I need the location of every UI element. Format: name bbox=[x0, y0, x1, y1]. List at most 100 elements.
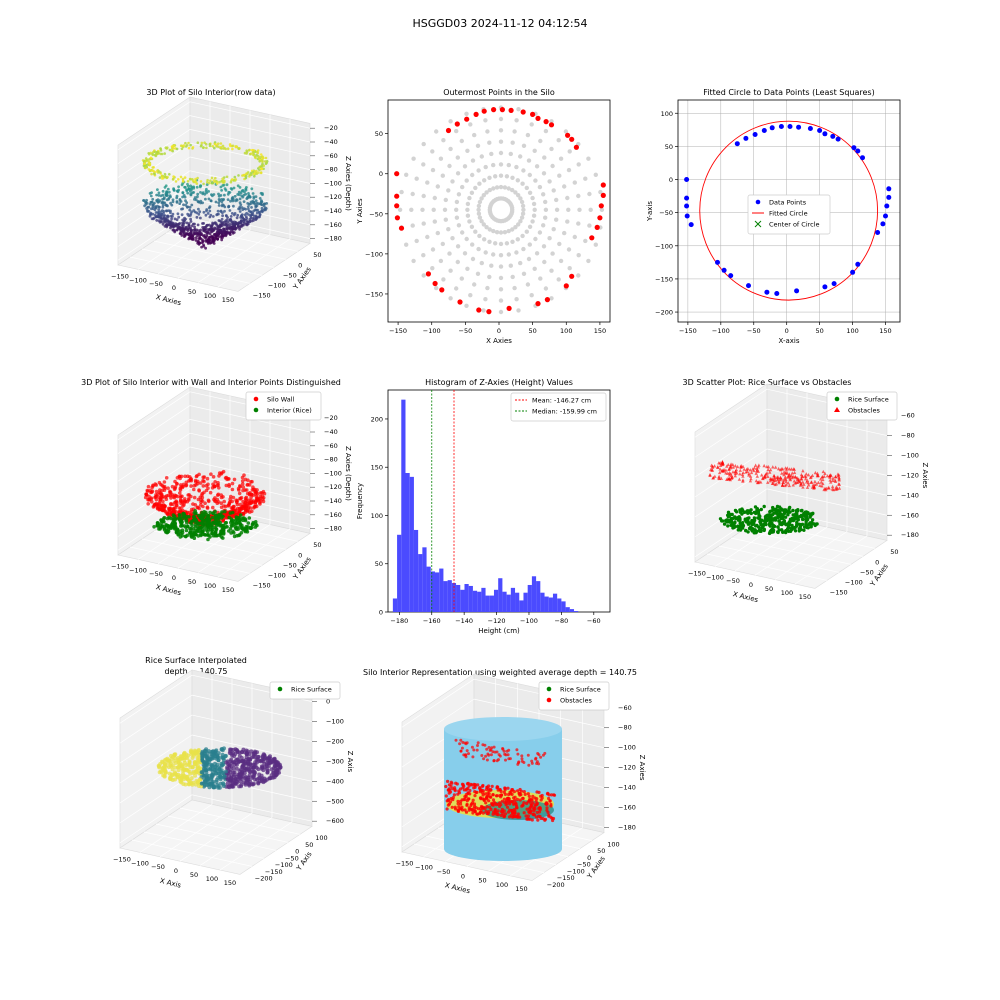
data-point bbox=[822, 284, 828, 290]
outer-point bbox=[491, 107, 497, 113]
rice-point bbox=[793, 525, 797, 530]
data-point bbox=[148, 202, 152, 206]
interior-point bbox=[509, 209, 515, 214]
obstacle-point bbox=[537, 762, 541, 766]
data-point bbox=[216, 209, 220, 213]
data-point bbox=[150, 172, 153, 176]
outer-point bbox=[439, 287, 445, 293]
interior-point bbox=[479, 154, 484, 159]
wall-point bbox=[231, 495, 236, 500]
obstacle-point bbox=[480, 784, 485, 788]
data-point bbox=[252, 153, 255, 157]
obstacle-point bbox=[481, 811, 485, 815]
data-point bbox=[221, 214, 225, 218]
data-point bbox=[233, 225, 236, 229]
fitted-circle bbox=[699, 120, 879, 301]
obstacle-point bbox=[754, 471, 758, 475]
rice-point bbox=[219, 529, 224, 534]
rice-point bbox=[175, 530, 179, 535]
interior-point bbox=[506, 186, 511, 191]
data-point bbox=[260, 210, 264, 214]
interior-point bbox=[491, 228, 496, 234]
wall-point bbox=[192, 483, 197, 488]
data-point bbox=[172, 147, 175, 150]
interior-point bbox=[448, 119, 453, 124]
data-point bbox=[214, 143, 217, 146]
data-point bbox=[232, 204, 235, 208]
interior-point bbox=[470, 242, 475, 247]
rice-point bbox=[253, 525, 258, 529]
surface-point bbox=[265, 768, 270, 773]
data-point bbox=[211, 194, 214, 198]
obstacle-point bbox=[453, 786, 457, 790]
data-point bbox=[220, 224, 224, 228]
outer-point bbox=[481, 108, 487, 114]
data-point bbox=[193, 225, 196, 229]
surface-point bbox=[232, 778, 236, 783]
rice-point bbox=[730, 520, 734, 525]
data-point bbox=[175, 147, 179, 151]
surface-point bbox=[246, 756, 251, 761]
rice-point bbox=[781, 520, 786, 524]
obstacle-point bbox=[752, 468, 756, 473]
obstacle-point bbox=[780, 471, 784, 475]
rice-point bbox=[768, 521, 772, 525]
wall-point bbox=[197, 488, 201, 492]
rice-point bbox=[799, 509, 804, 513]
legend-label: Rice Surface bbox=[291, 686, 332, 694]
interior-point bbox=[460, 184, 465, 190]
data-point bbox=[185, 232, 189, 235]
wall-point bbox=[205, 476, 210, 481]
x-tick-label: 0 bbox=[749, 581, 753, 589]
wall-grid-line bbox=[119, 794, 193, 844]
obstacle-point bbox=[500, 809, 505, 813]
obstacle-point bbox=[721, 462, 725, 466]
obstacle-point bbox=[545, 806, 549, 810]
data-point bbox=[213, 180, 217, 183]
wall-point bbox=[246, 478, 250, 482]
interior-point bbox=[547, 179, 552, 184]
data-point bbox=[209, 179, 212, 182]
data-point bbox=[157, 194, 161, 197]
obstacle-point bbox=[776, 466, 781, 471]
legend-box bbox=[510, 392, 607, 422]
wall-point bbox=[237, 506, 242, 511]
obstacle-point bbox=[552, 793, 557, 797]
data-point bbox=[195, 215, 199, 219]
outer-point bbox=[425, 271, 431, 277]
obstacle-point bbox=[827, 486, 831, 490]
data-point bbox=[208, 181, 211, 185]
obstacle-point bbox=[738, 472, 742, 476]
wall-grid-line bbox=[694, 468, 768, 518]
data-point bbox=[778, 124, 784, 129]
interior-point bbox=[550, 163, 555, 169]
data-point bbox=[245, 172, 248, 175]
interior-point bbox=[530, 219, 535, 224]
legend-swatch bbox=[834, 407, 840, 412]
interior-point bbox=[448, 268, 453, 273]
y-tick-label: 50 bbox=[665, 143, 673, 151]
rice-point bbox=[202, 532, 207, 537]
data-point bbox=[246, 202, 250, 205]
data-point bbox=[245, 149, 248, 152]
data-point bbox=[229, 218, 233, 221]
surface-point bbox=[192, 762, 197, 767]
obstacle-point bbox=[459, 738, 463, 742]
interior-point bbox=[554, 197, 559, 203]
x-tick-label: −100 bbox=[520, 617, 538, 625]
surface-point bbox=[222, 774, 227, 779]
surface-point bbox=[234, 766, 239, 771]
data-point bbox=[201, 222, 204, 225]
data-point bbox=[200, 245, 203, 249]
obstacle-point bbox=[760, 473, 764, 477]
data-point bbox=[151, 166, 154, 169]
x-tick-label: 150 bbox=[222, 296, 234, 304]
x-tick-label: −80 bbox=[555, 617, 569, 625]
rice-point bbox=[731, 525, 736, 530]
data-point bbox=[185, 201, 189, 205]
obstacle-point bbox=[820, 475, 824, 479]
wall-point bbox=[189, 494, 193, 499]
rice-point bbox=[173, 526, 177, 530]
wall-point bbox=[146, 484, 151, 489]
obstacle-point bbox=[748, 474, 753, 478]
